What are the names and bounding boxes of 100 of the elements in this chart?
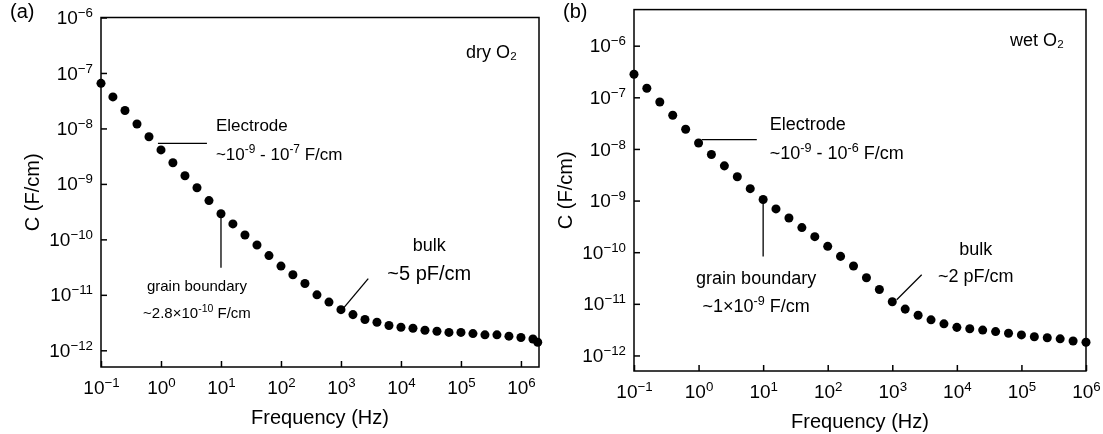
y-axis-title: C (F/cm) bbox=[554, 151, 576, 230]
point bbox=[861, 273, 871, 283]
point bbox=[204, 196, 214, 206]
point bbox=[797, 223, 807, 233]
point bbox=[681, 124, 691, 134]
annotation: Electrode ~10$^{-9}$ - 10$^{-6}$ F/cm bbox=[769, 113, 904, 163]
point bbox=[468, 329, 478, 339]
y-tick-label: 10$^{−6}$ bbox=[56, 4, 93, 29]
y-axis-title: C (F/cm) bbox=[21, 153, 43, 232]
y-tick-label: 10$^{−9}$ bbox=[589, 187, 626, 212]
point bbox=[655, 97, 665, 107]
point bbox=[706, 150, 716, 160]
point bbox=[913, 310, 923, 320]
x-axis-title: Frequency (Hz) bbox=[251, 406, 389, 428]
point bbox=[887, 297, 897, 307]
point bbox=[432, 326, 442, 336]
point bbox=[384, 321, 394, 331]
point bbox=[1055, 334, 1065, 344]
x-tick-label: 10$^{3}$ bbox=[878, 378, 908, 403]
y-tick-label: 10$^{−11}$ bbox=[50, 281, 93, 306]
y-tick-label: 10$^{−10}$ bbox=[582, 239, 626, 263]
point bbox=[694, 138, 704, 148]
x-tick-label: 10$^{0}$ bbox=[147, 374, 176, 399]
point bbox=[456, 327, 466, 337]
x-tick-label: 10$^{4}$ bbox=[387, 374, 416, 399]
y-tick-label: 10$^{−7}$ bbox=[589, 84, 626, 108]
point bbox=[108, 92, 118, 102]
point bbox=[965, 324, 975, 334]
point bbox=[1081, 337, 1091, 347]
point bbox=[444, 327, 454, 337]
x-tick-label: 10$^{1}$ bbox=[207, 374, 236, 399]
annotation: grain boundary ~2.8×10$^{-10}$ F/cm bbox=[143, 276, 251, 321]
point bbox=[926, 315, 936, 325]
point bbox=[1068, 336, 1078, 346]
annotation: Electrode ~10$^{-9}$ - 10$^{-7}$ F/cm bbox=[215, 116, 343, 165]
annotation: wet O₂ bbox=[1009, 29, 1065, 50]
point bbox=[1029, 332, 1039, 342]
point bbox=[324, 297, 334, 307]
point bbox=[719, 161, 729, 171]
x-tick-label: 10$^{0}$ bbox=[684, 378, 714, 403]
annotation: dry O₂ bbox=[466, 41, 518, 62]
chart-title: (a) bbox=[10, 0, 35, 22]
x-tick-label: 10$^{4}$ bbox=[943, 378, 972, 403]
point bbox=[348, 310, 358, 320]
point bbox=[952, 322, 962, 332]
x-tick-label: 10$^{6}$ bbox=[1072, 378, 1101, 403]
point bbox=[1042, 333, 1052, 343]
y-tick-label: 10$^{−8}$ bbox=[56, 115, 93, 140]
point bbox=[939, 319, 949, 329]
point bbox=[732, 172, 742, 182]
y-tick-label: 10$^{−11}$ bbox=[583, 290, 626, 315]
point bbox=[849, 261, 859, 271]
point bbox=[642, 83, 652, 93]
x-axis-title: Frequency (Hz) bbox=[791, 410, 929, 432]
point bbox=[144, 132, 154, 142]
point bbox=[360, 314, 370, 324]
point bbox=[991, 327, 1001, 337]
y-tick-label: 10$^{−10}$ bbox=[49, 226, 93, 250]
x-tick-label: 10$^{2}$ bbox=[813, 378, 843, 403]
point bbox=[492, 330, 502, 340]
point bbox=[276, 261, 286, 271]
point bbox=[810, 232, 820, 242]
point bbox=[771, 204, 781, 214]
x-tick-label: 10$^{2}$ bbox=[267, 374, 296, 399]
point bbox=[874, 284, 884, 294]
chart-title: (b) bbox=[563, 0, 588, 22]
point bbox=[745, 184, 755, 194]
point bbox=[180, 171, 190, 181]
point bbox=[823, 241, 833, 251]
annotation: grain boundary ~1×10$^{-9}$ F/cm bbox=[696, 267, 817, 316]
point bbox=[396, 322, 406, 332]
x-tick-label: 10$^{6}$ bbox=[507, 374, 536, 399]
point bbox=[668, 110, 678, 120]
point bbox=[156, 145, 166, 155]
point bbox=[168, 158, 178, 168]
point bbox=[288, 270, 298, 280]
point bbox=[1004, 328, 1014, 338]
x-tick-label: 10$^{−1}$ bbox=[616, 378, 653, 403]
y-tick-label: 10$^{−6}$ bbox=[589, 32, 626, 57]
point bbox=[629, 69, 639, 79]
point bbox=[240, 230, 250, 240]
point bbox=[192, 183, 202, 193]
point bbox=[312, 290, 322, 300]
x-tick-label: 10$^{3}$ bbox=[327, 374, 356, 399]
point bbox=[784, 213, 794, 223]
point bbox=[420, 325, 430, 335]
annotation: bulk ~5 pF/cm bbox=[387, 234, 472, 284]
point bbox=[300, 279, 310, 289]
point bbox=[96, 78, 106, 88]
point bbox=[480, 330, 490, 340]
point bbox=[1016, 330, 1026, 340]
point bbox=[228, 219, 238, 229]
annotation: bulk ~2 pF/cm bbox=[937, 238, 1014, 286]
point bbox=[408, 323, 418, 333]
point bbox=[372, 317, 382, 327]
point bbox=[516, 333, 526, 343]
y-tick-label: 10$^{−8}$ bbox=[589, 136, 626, 160]
x-tick-label: 10$^{5}$ bbox=[1007, 378, 1037, 403]
point bbox=[978, 325, 988, 335]
point bbox=[120, 106, 130, 116]
